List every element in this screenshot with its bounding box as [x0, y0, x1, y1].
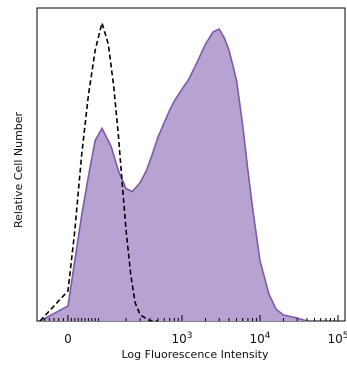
x-tick-label: 103 — [171, 331, 192, 346]
sample-histogram-fill — [40, 29, 307, 321]
x-tick-label: 0 — [64, 332, 72, 346]
x-axis-label: Log Fluorescence Intensity — [122, 348, 269, 361]
x-tick-label: 105 — [327, 331, 347, 346]
x-tick-label: 104 — [249, 331, 270, 346]
control-histogram-dashed — [39, 19, 158, 322]
y-axis-label: Relative Cell Number — [12, 111, 25, 228]
sample-histogram-outline — [39, 27, 308, 322]
